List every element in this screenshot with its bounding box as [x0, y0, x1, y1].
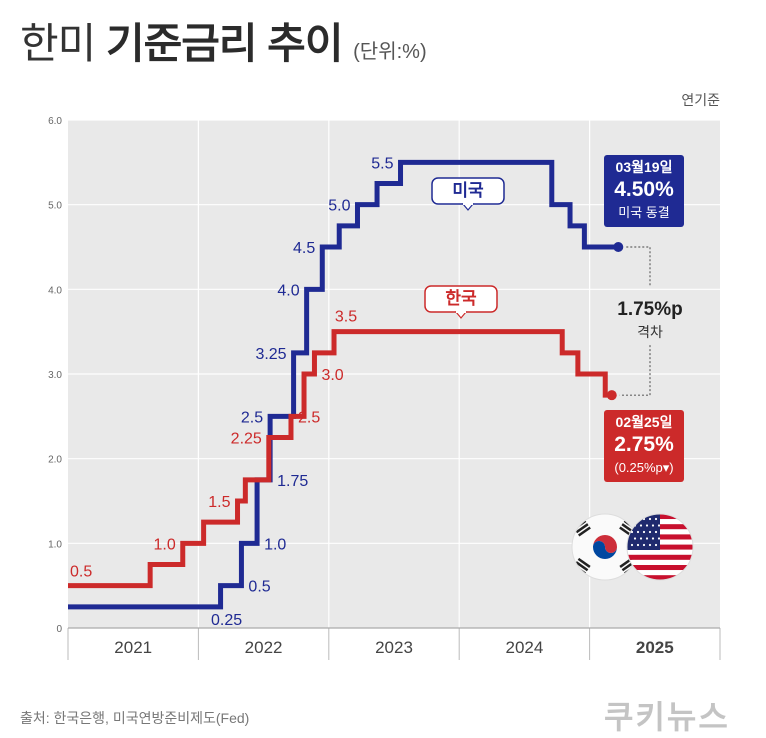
y-tick-label: 4.0: [48, 285, 62, 296]
data-label-us: 5.5: [371, 155, 393, 172]
data-label-us: 4.0: [277, 282, 299, 299]
data-label-us: 1.0: [264, 536, 286, 553]
data-label-us: 0.25: [211, 612, 242, 629]
y-tick-label: 6.0: [48, 116, 62, 127]
callout-rate: 2.75%: [614, 433, 674, 456]
x-year-label: 2024: [505, 638, 543, 657]
callout-date: 03월19일: [616, 159, 673, 175]
series-line-us: [68, 159, 619, 610]
publisher-logo: 쿠키뉴스: [604, 699, 730, 735]
data-label-us: 4.5: [293, 240, 315, 257]
base-year-label: 연기준: [681, 92, 720, 108]
data-label-us: 5.0: [328, 198, 350, 215]
x-year-label: 2023: [375, 638, 413, 657]
series-tag-us: 미국: [431, 177, 505, 211]
x-year-label: 2021: [114, 638, 152, 657]
title-unit: (단위:%): [353, 41, 427, 63]
gap-label: 격차: [637, 324, 663, 340]
data-label-korea: 2.5: [298, 409, 320, 426]
source-note: 출처: 한국은행, 미국연방준비제도(Fed): [20, 710, 250, 726]
svg-text:한국: 한국: [445, 289, 477, 308]
data-label-us: 3.25: [255, 346, 286, 363]
data-label-korea: 3.5: [335, 309, 357, 326]
y-tick-label: 5.0: [48, 201, 62, 212]
callout-us: 03월19일 4.50% 미국 동결: [604, 155, 684, 227]
y-tick-label: 2.0: [48, 455, 62, 466]
series-line-korea: [68, 329, 612, 589]
callout-date: 02월25일: [616, 414, 673, 430]
x-year-label: 2025: [636, 638, 674, 657]
callout-note: (0.25%p▾): [614, 460, 673, 475]
series-tag-korea: 한국: [424, 285, 498, 319]
series-end-dot-korea: [606, 390, 617, 401]
title-bold: 기준금리 추이: [105, 20, 344, 67]
data-label-us: 0.5: [248, 579, 270, 596]
data-label-korea: 3.0: [321, 367, 343, 384]
data-label-us: 1.75: [277, 473, 308, 490]
page-title: 한미 기준금리 추이 (단위:%): [20, 10, 427, 71]
title-light: 한미: [20, 20, 96, 67]
data-label-korea: 1.0: [154, 536, 176, 553]
callout-rate: 4.50%: [614, 178, 674, 201]
series-end-dot-us: [613, 242, 624, 252]
callout-note: 미국 동결: [618, 205, 669, 220]
gap-bracket: 1.75%p 격차: [617, 246, 683, 396]
y-tick-label: 3.0: [48, 370, 62, 381]
x-year-label: 2022: [245, 638, 283, 657]
data-label-us: 2.5: [241, 409, 263, 426]
data-label-korea: 2.25: [231, 431, 262, 448]
data-label-korea: 0.5: [70, 564, 92, 581]
svg-text:미국: 미국: [452, 181, 484, 200]
gap-value: 1.75%p: [617, 299, 682, 320]
callout-korea: 02월25일 2.75% (0.25%p▾): [604, 410, 684, 482]
y-tick-label: 0: [56, 624, 62, 635]
data-label-korea: 1.5: [208, 494, 230, 511]
y-tick-label: 1.0: [48, 539, 62, 550]
